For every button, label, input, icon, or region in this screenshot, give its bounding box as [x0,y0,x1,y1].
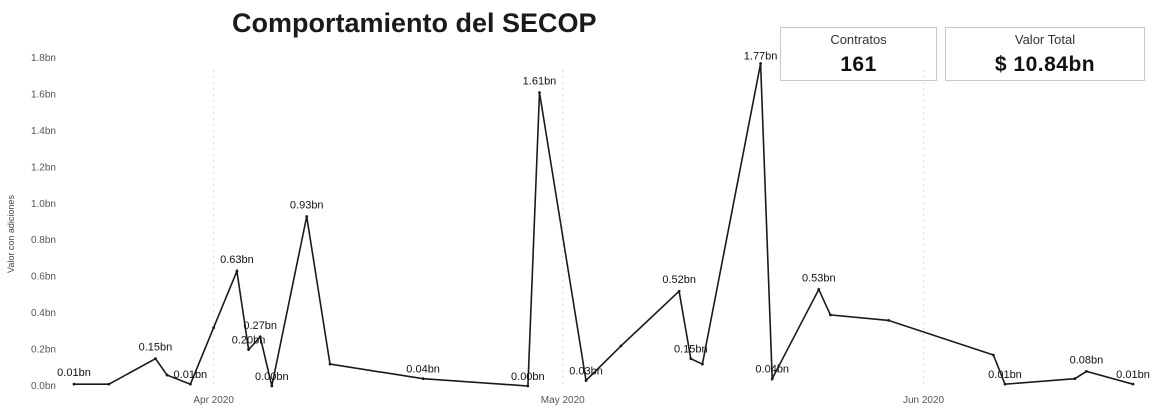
data-point [887,319,891,322]
y-tick-label: 0.8bn [31,235,56,246]
data-label: 0.04bn [755,364,789,376]
series-line [74,63,1134,387]
data-point [165,373,169,377]
data-label: 1.61bn [523,76,557,88]
data-point [328,362,332,366]
data-label: 0.01bn [988,369,1022,381]
data-label: 0.27bn [243,320,277,332]
data-point [107,382,111,386]
data-point [689,357,693,361]
data-point [619,344,623,348]
data-point [72,382,76,386]
data-label: 0.08bn [1070,354,1104,366]
data-point [1085,370,1088,373]
x-tick-label: Apr 2020 [193,395,234,406]
data-label: 0.00bn [255,371,289,383]
data-point [305,215,309,218]
data-label: 0.04bn [406,364,440,376]
kpi-card-valor-total: Valor Total $ 10.84bn [945,27,1145,81]
data-point [1003,382,1007,386]
data-point [538,91,541,95]
kpi-valor-label: Valor Total [1014,32,1076,47]
data-point [1131,382,1135,386]
data-label: 0.93bn [290,200,324,212]
data-point [421,377,425,381]
data-point [1073,377,1077,381]
data-point [212,326,216,330]
y-tick-label: 1.8bn [31,53,56,64]
data-label: 0.53bn [802,272,836,284]
data-label: 0.15bn [139,342,173,354]
data-point [270,384,274,388]
data-label: 0.15bn [674,344,708,356]
data-label: 0.00bn [511,371,545,383]
data-label: 0.01bn [1116,369,1150,381]
data-point [991,353,995,357]
data-label: 0.20bn [232,335,266,347]
data-point [677,289,681,293]
data-points [72,62,1135,388]
data-point [247,348,250,351]
y-tick-label: 1.6bn [31,89,56,100]
data-labels: 0.01bn 0.15bn 0.01bn 0.63bn 0.20bn 0.27bn 0.00… [57,50,1150,383]
kpi-contratos-label: Contratos [830,32,887,47]
y-tick-label: 0.4bn [31,308,56,319]
y-tick-label: 0.0bn [31,381,56,392]
y-tick-label: 1.0bn [31,199,56,210]
data-point [258,335,262,339]
data-point [188,382,192,386]
x-tick-label: Jun 2020 [903,395,945,406]
y-axis: 0.0bn 0.2bn 0.4bn 0.6bn 0.8bn 1.0bn 1.2bn 1.4bn… [31,53,56,392]
data-point [829,313,832,317]
y-tick-label: 0.6bn [31,272,56,283]
kpi-valor-value: $ 10.84bn [994,53,1096,76]
y-tick-label: 1.2bn [31,162,56,173]
chart-title: Comportamiento del SECOP [232,8,597,38]
data-point [759,62,763,65]
data-label: 0.63bn [220,254,254,266]
y-tick-label: 0.2bn [31,345,56,356]
x-axis: Apr 2020 May 2020 Jun 2020 [193,70,945,406]
data-label: 0.01bn [57,367,91,379]
data-point [817,288,821,291]
data-point [526,384,530,388]
data-label: 0.03bn [569,366,603,378]
data-label: 1.77bn [744,50,778,62]
data-label: 0.01bn [174,369,208,381]
data-point [584,379,588,382]
y-axis-title: Valor con adiciones [6,195,16,273]
kpi-contratos-value: 161 [840,53,877,76]
data-point [701,362,704,366]
kpi-card-contratos: Contratos 161 [780,27,937,81]
y-tick-label: 1.4bn [31,126,56,137]
data-point [154,357,157,361]
data-point [770,377,774,381]
data-point [235,269,239,273]
data-label: 0.52bn [662,274,696,286]
x-tick-label: May 2020 [541,395,585,406]
